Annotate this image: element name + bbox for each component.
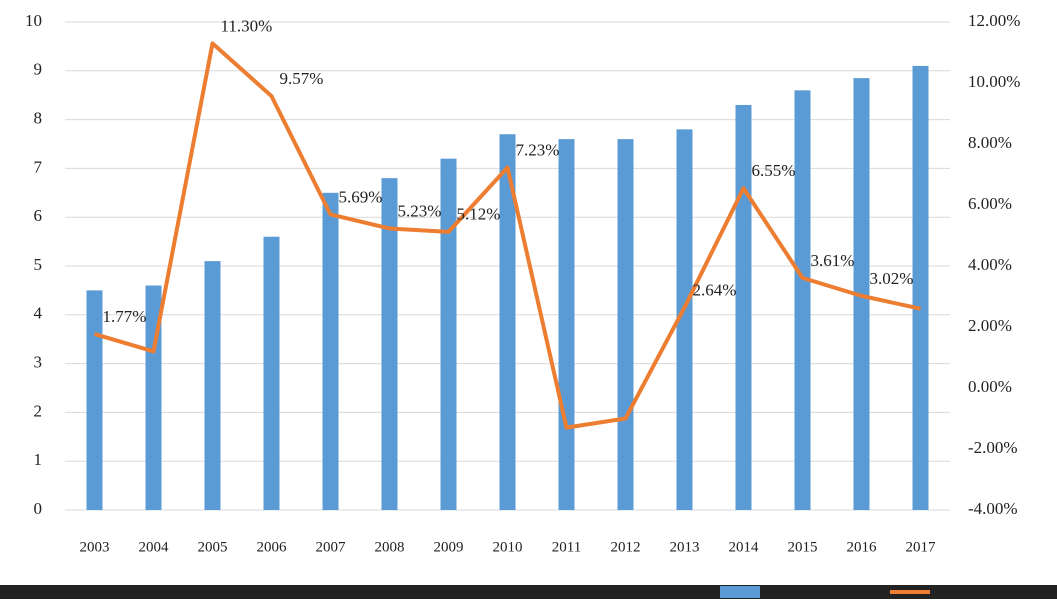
y-tick-label: 4 — [34, 304, 43, 323]
data-label: 5.69% — [339, 187, 383, 206]
bar — [795, 90, 811, 510]
x-tick-label: 2015 — [788, 539, 818, 555]
data-label: 9.57% — [280, 69, 324, 88]
data-label: 5.23% — [398, 201, 442, 220]
y2-tick-label: -4.00% — [968, 499, 1018, 518]
x-tick-label: 2016 — [847, 539, 878, 555]
x-tick-label: 2017 — [906, 539, 937, 555]
data-label: 5.12% — [457, 205, 501, 224]
bar — [87, 290, 103, 510]
y2-tick-label: 2.00% — [968, 316, 1012, 335]
y-tick-label: 2 — [34, 401, 43, 420]
data-label: 2.64% — [693, 280, 737, 299]
data-label: 11.30% — [221, 16, 273, 35]
y-tick-label: 9 — [34, 60, 43, 79]
x-tick-label: 2008 — [375, 539, 405, 555]
legend-swatch — [720, 586, 760, 598]
data-label: 7.23% — [516, 140, 560, 159]
x-tick-label: 2009 — [434, 539, 464, 555]
y2-tick-label: -2.00% — [968, 438, 1018, 457]
bar — [205, 261, 221, 510]
x-tick-label: 2013 — [670, 539, 700, 555]
y-tick-label: 8 — [34, 109, 43, 128]
y2-tick-label: 6.00% — [968, 194, 1012, 213]
y-tick-label: 3 — [34, 353, 43, 372]
bar — [913, 66, 929, 510]
x-tick-label: 2010 — [493, 539, 523, 555]
x-tick-label: 2003 — [80, 539, 110, 555]
x-tick-label: 2007 — [316, 539, 347, 555]
y-tick-label: 10 — [25, 11, 42, 30]
x-tick-label: 2014 — [729, 539, 760, 555]
y2-tick-label: 8.00% — [968, 133, 1012, 152]
data-label: 3.02% — [870, 269, 914, 288]
chart: 0 1 2 3 4 5 6 7 8 9 10 -4.00% -2.00% 0.00% 2.00% 4.00% 6… — [0, 0, 1057, 615]
bar — [441, 159, 457, 510]
data-label: 6.55% — [752, 161, 796, 180]
data-label: 1.77% — [103, 307, 147, 326]
y-tick-label: 0 — [34, 499, 43, 518]
y-tick-label: 6 — [34, 206, 43, 225]
data-label: 3.61% — [811, 251, 855, 270]
y-tick-label: 1 — [34, 450, 43, 469]
x-tick-label: 2012 — [611, 539, 641, 555]
bar — [323, 193, 339, 510]
y-tick-label: 7 — [34, 157, 43, 176]
y2-tick-label: 0.00% — [968, 377, 1012, 396]
bar — [618, 139, 634, 510]
bar — [264, 237, 280, 510]
y2-tick-label: 10.00% — [968, 72, 1020, 91]
y2-tick-label: 4.00% — [968, 255, 1012, 274]
x-tick-label: 2006 — [257, 539, 288, 555]
y2-tick-label: 12.00% — [968, 11, 1020, 30]
x-tick-label: 2005 — [198, 539, 228, 555]
x-tick-label: 2011 — [552, 539, 581, 555]
y-tick-label: 5 — [34, 255, 43, 274]
x-tick-label: 2004 — [139, 539, 170, 555]
bar — [736, 105, 752, 510]
bar — [559, 139, 575, 510]
